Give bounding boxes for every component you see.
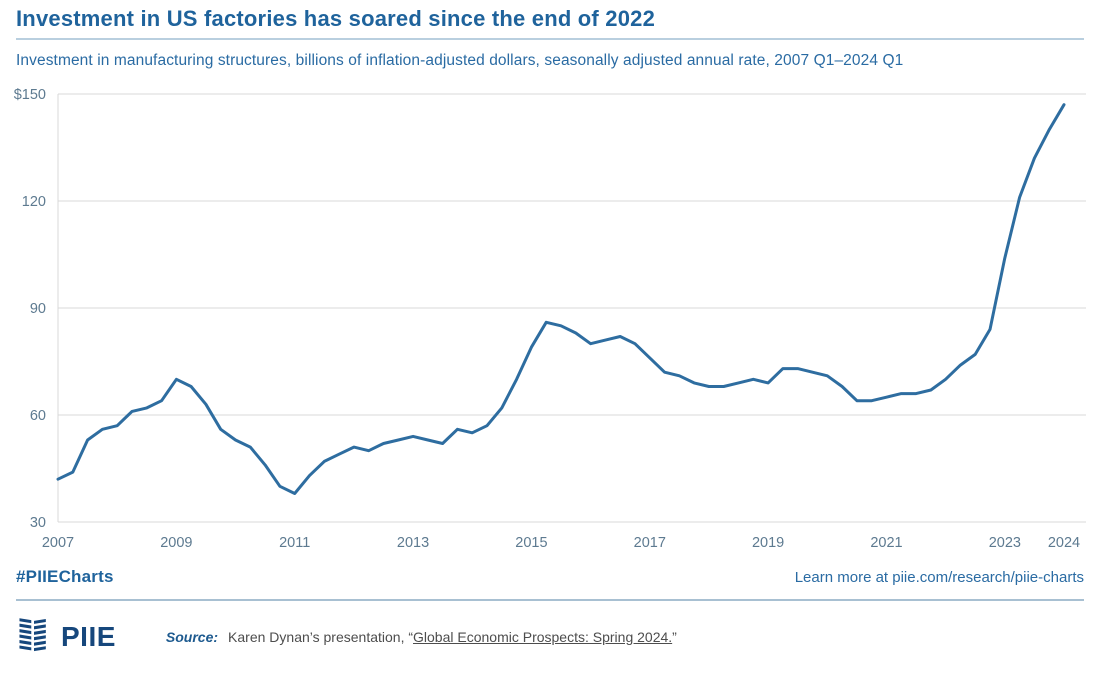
x-tick-label: 2007 xyxy=(42,535,74,551)
source-text-end: ” xyxy=(672,629,677,645)
x-tick-label: 2009 xyxy=(160,535,192,551)
x-tick-label: 2013 xyxy=(397,535,429,551)
x-tick-label: 2021 xyxy=(870,535,902,551)
y-tick-label: 120 xyxy=(22,194,46,210)
x-tick-label: 2023 xyxy=(989,535,1021,551)
x-tick-label: 2011 xyxy=(279,535,310,551)
source-text: Karen Dynan’s presentation, “ xyxy=(228,629,414,645)
y-tick-label: 60 xyxy=(30,408,46,424)
learn-more-link[interactable]: Learn more at piie.com/research/piie-cha… xyxy=(794,569,1084,586)
source-link[interactable]: Global Economic Prospects: Spring 2024. xyxy=(413,629,673,645)
piie-logo-text: PIIE xyxy=(61,621,116,652)
y-tick-label: $150 xyxy=(14,87,46,103)
title-divider xyxy=(16,38,1084,40)
source-label: Source: xyxy=(165,629,219,645)
footer-divider xyxy=(16,599,1084,601)
chart-subtitle: Investment in manufacturing structures, … xyxy=(16,52,904,69)
x-tick-label: 2024 xyxy=(1048,535,1080,551)
x-tick-label: 2019 xyxy=(752,535,784,551)
footer-links-row: #PIIECharts Learn more at piie.com/resea… xyxy=(0,567,1100,587)
data-line xyxy=(56,103,1066,495)
y-tick-label: 90 xyxy=(30,301,46,317)
y-tick-label: 30 xyxy=(30,515,46,531)
piie-logo: PIIE xyxy=(16,617,116,657)
source-row: PIIE Source: Karen Dynan’s presentation, … xyxy=(0,615,1100,659)
piie-logo-icon xyxy=(19,618,46,652)
x-tick-label: 2015 xyxy=(515,535,547,551)
piie-charts-hashtag: #PIIECharts xyxy=(16,567,114,586)
chart-canvas: 30 60 90 120 $150 2007 2009 2011 2013 2015 2017 201… xyxy=(14,87,1086,551)
source-citation: Source: Karen Dynan’s presentation, “Glob… xyxy=(166,629,677,645)
x-tick-label: 2017 xyxy=(634,535,666,551)
line-chart: 30 60 90 120 $150 2007 2009 2011 2013 2015 2017 201… xyxy=(0,74,1100,557)
chart-title: Investment in US factories has soared si… xyxy=(16,6,656,31)
chart-header: Investment in US factories has soared si… xyxy=(0,5,1100,32)
